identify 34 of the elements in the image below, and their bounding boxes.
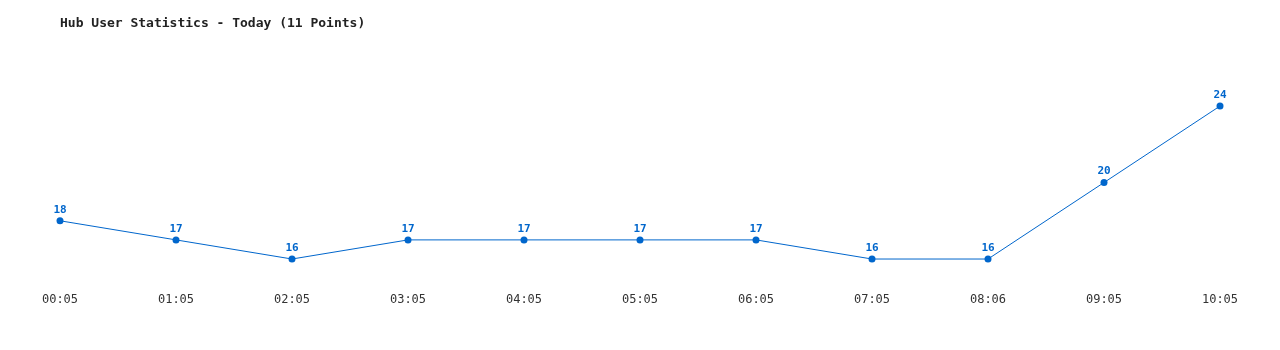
x-tick-label: 07:05 — [853, 292, 891, 306]
data-label: 16 — [981, 240, 995, 254]
point — [1100, 179, 1108, 187]
chart-title: Hub User Statistics - Today (11 Points) — [60, 14, 366, 30]
x-tick-label: 03:05 — [389, 292, 427, 306]
x-tick-label: 00:05 — [41, 292, 79, 306]
point — [172, 236, 180, 244]
x-tick-label: 04:05 — [505, 292, 543, 306]
data-label: 17 — [749, 221, 763, 235]
data-label: 17 — [517, 221, 531, 235]
x-tick-label: 05:05 — [621, 292, 659, 306]
point — [56, 217, 64, 225]
data-label: 24 — [1213, 87, 1227, 101]
x-tick-label: 09:05 — [1085, 292, 1123, 306]
point — [752, 236, 760, 244]
data-label: 17 — [633, 221, 647, 235]
x-tick-label: 10:05 — [1201, 292, 1239, 306]
point — [520, 236, 528, 244]
point — [404, 236, 412, 244]
x-tick-label: 08:06 — [969, 292, 1007, 306]
point — [868, 255, 876, 263]
data-label: 20 — [1097, 164, 1111, 178]
data-label: 16 — [865, 240, 879, 254]
x-tick-label: 01:05 — [157, 292, 195, 306]
point — [288, 255, 296, 263]
x-tick-label: 02:05 — [273, 292, 311, 306]
x-tick-label: 06:05 — [737, 292, 775, 306]
data-label: 18 — [53, 202, 67, 216]
data-label: 17 — [169, 221, 183, 235]
point — [636, 236, 644, 244]
data-label: 17 — [401, 221, 415, 235]
point — [984, 255, 992, 263]
point — [1216, 102, 1224, 110]
data-label: 16 — [285, 240, 299, 254]
